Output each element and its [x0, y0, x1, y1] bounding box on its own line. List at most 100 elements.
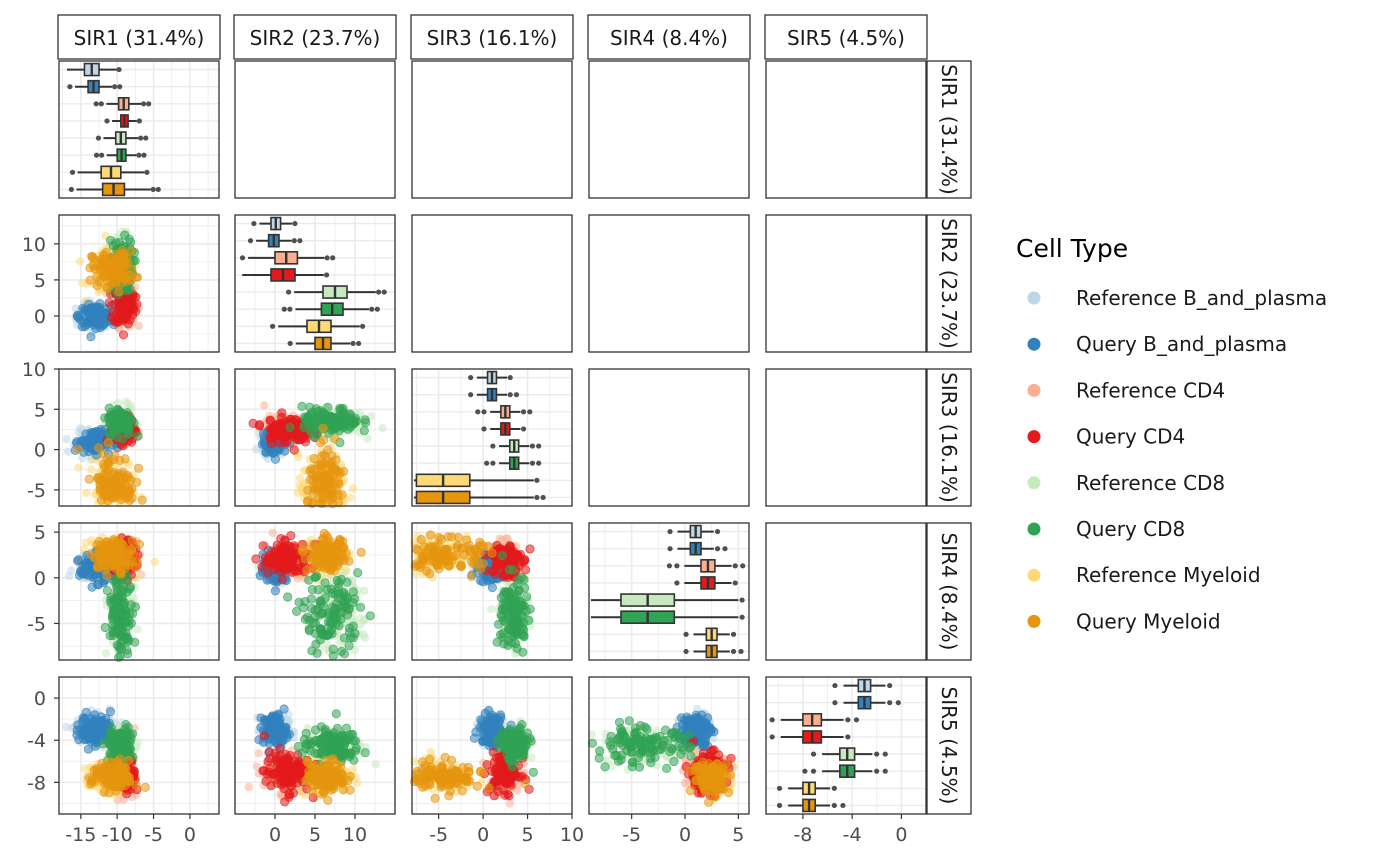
panel-background — [589, 215, 749, 352]
box-outlier — [155, 186, 161, 193]
scatter-point — [280, 536, 290, 546]
box-outlier — [69, 169, 76, 175]
panel-r2-c3 — [411, 214, 573, 353]
scatter-point — [302, 612, 312, 622]
strip-right-box — [926, 522, 972, 661]
scatter-point — [101, 547, 111, 557]
box-outlier — [534, 494, 540, 501]
panel-r1-c3 — [411, 60, 573, 199]
box-outlier — [481, 409, 487, 415]
scatter-point — [342, 610, 353, 620]
strip-right-5: SIR5 (4.5%) — [926, 676, 972, 815]
scatter-point — [281, 547, 291, 557]
box-outlier — [520, 426, 527, 432]
scatter-point — [119, 304, 129, 314]
scatter-point — [276, 412, 287, 422]
box-outlier — [95, 135, 102, 141]
box-outlier — [136, 152, 142, 158]
scatter-point — [126, 544, 136, 554]
scatter-point — [306, 427, 316, 437]
box-outlier — [490, 460, 496, 466]
strip-top-4: SIR4 (8.4%) — [587, 14, 751, 60]
scatter-point — [331, 420, 341, 430]
box-outlier — [360, 323, 366, 329]
box-outlier — [350, 340, 356, 347]
scatter-point — [104, 427, 115, 437]
scatter-point — [302, 565, 312, 575]
scatter-point — [124, 270, 134, 280]
scatter-point — [114, 287, 124, 297]
scatter-point — [109, 606, 119, 616]
panel-background — [589, 369, 749, 506]
box-outlier — [251, 220, 257, 227]
scatter-point — [322, 584, 332, 595]
scatter-point — [341, 416, 351, 426]
strip-right-4: SIR4 (8.4%) — [926, 522, 972, 661]
scatter-point — [348, 633, 358, 643]
scatter-point — [302, 497, 313, 507]
panel-r3-c3 — [411, 368, 573, 507]
scatter-point — [114, 620, 124, 631]
box-outlier — [484, 460, 490, 466]
scatter-point — [73, 444, 83, 454]
scatter-point — [310, 572, 320, 583]
box-outlier — [536, 460, 542, 466]
scatter-point — [133, 431, 143, 441]
scatter-point — [114, 273, 124, 283]
scatter-point — [268, 528, 277, 538]
scatter-point — [297, 401, 307, 411]
scatter-point — [344, 623, 355, 633]
scatter-point — [82, 489, 91, 498]
strip-right-1: SIR1 (31.4%) — [926, 60, 972, 199]
strip-right-box — [926, 214, 972, 353]
panel-r4-c2 — [234, 522, 396, 661]
strip-top-5: SIR5 (4.5%) — [764, 14, 928, 60]
box-outlier — [381, 289, 387, 295]
panel-background — [766, 61, 926, 198]
scatter-point — [318, 423, 328, 433]
scatter-point — [74, 313, 84, 323]
box-outlier — [529, 460, 536, 466]
box-outlier — [507, 374, 513, 381]
box-outlier — [68, 186, 74, 193]
scatter-point — [289, 445, 299, 455]
scatter-point — [251, 554, 261, 564]
scatter-point — [102, 282, 112, 292]
box-outlier — [507, 392, 513, 398]
box-outlier — [376, 289, 382, 295]
box-outlier — [98, 101, 104, 107]
box-outlier — [369, 306, 375, 312]
scatter-point — [109, 628, 119, 638]
box-outlier — [144, 169, 150, 175]
scatter-point — [115, 651, 125, 661]
scatter-point — [74, 463, 83, 472]
panel-r3-c2 — [234, 368, 396, 509]
scatter-point — [317, 629, 327, 639]
scatter-point — [353, 568, 363, 578]
scatter-point — [258, 541, 268, 551]
panel-background — [59, 61, 219, 198]
panel-r3-c1 — [58, 368, 220, 508]
panel-background — [235, 61, 395, 198]
scatter-point — [103, 438, 113, 448]
box-outlier — [93, 152, 100, 158]
box-outlier — [287, 340, 293, 347]
scatter-point — [344, 641, 354, 651]
scatter-point — [327, 602, 338, 612]
panel-r3-c5 — [765, 368, 927, 507]
scatter-point — [355, 602, 366, 612]
scatter-point — [277, 575, 287, 585]
panel-r4-c1 — [58, 522, 220, 663]
scatter-point — [134, 539, 145, 549]
scatter-point — [86, 307, 96, 317]
scatter-point — [94, 536, 104, 547]
strip-top-box — [57, 14, 221, 60]
scatter-point — [84, 474, 94, 484]
box-outlier — [468, 374, 474, 381]
scatter-point — [326, 460, 336, 470]
panel-border — [234, 60, 396, 199]
panel-border — [58, 60, 220, 199]
box-outlier — [481, 426, 487, 432]
box-outlier — [540, 494, 546, 501]
scatter-point — [324, 469, 335, 479]
